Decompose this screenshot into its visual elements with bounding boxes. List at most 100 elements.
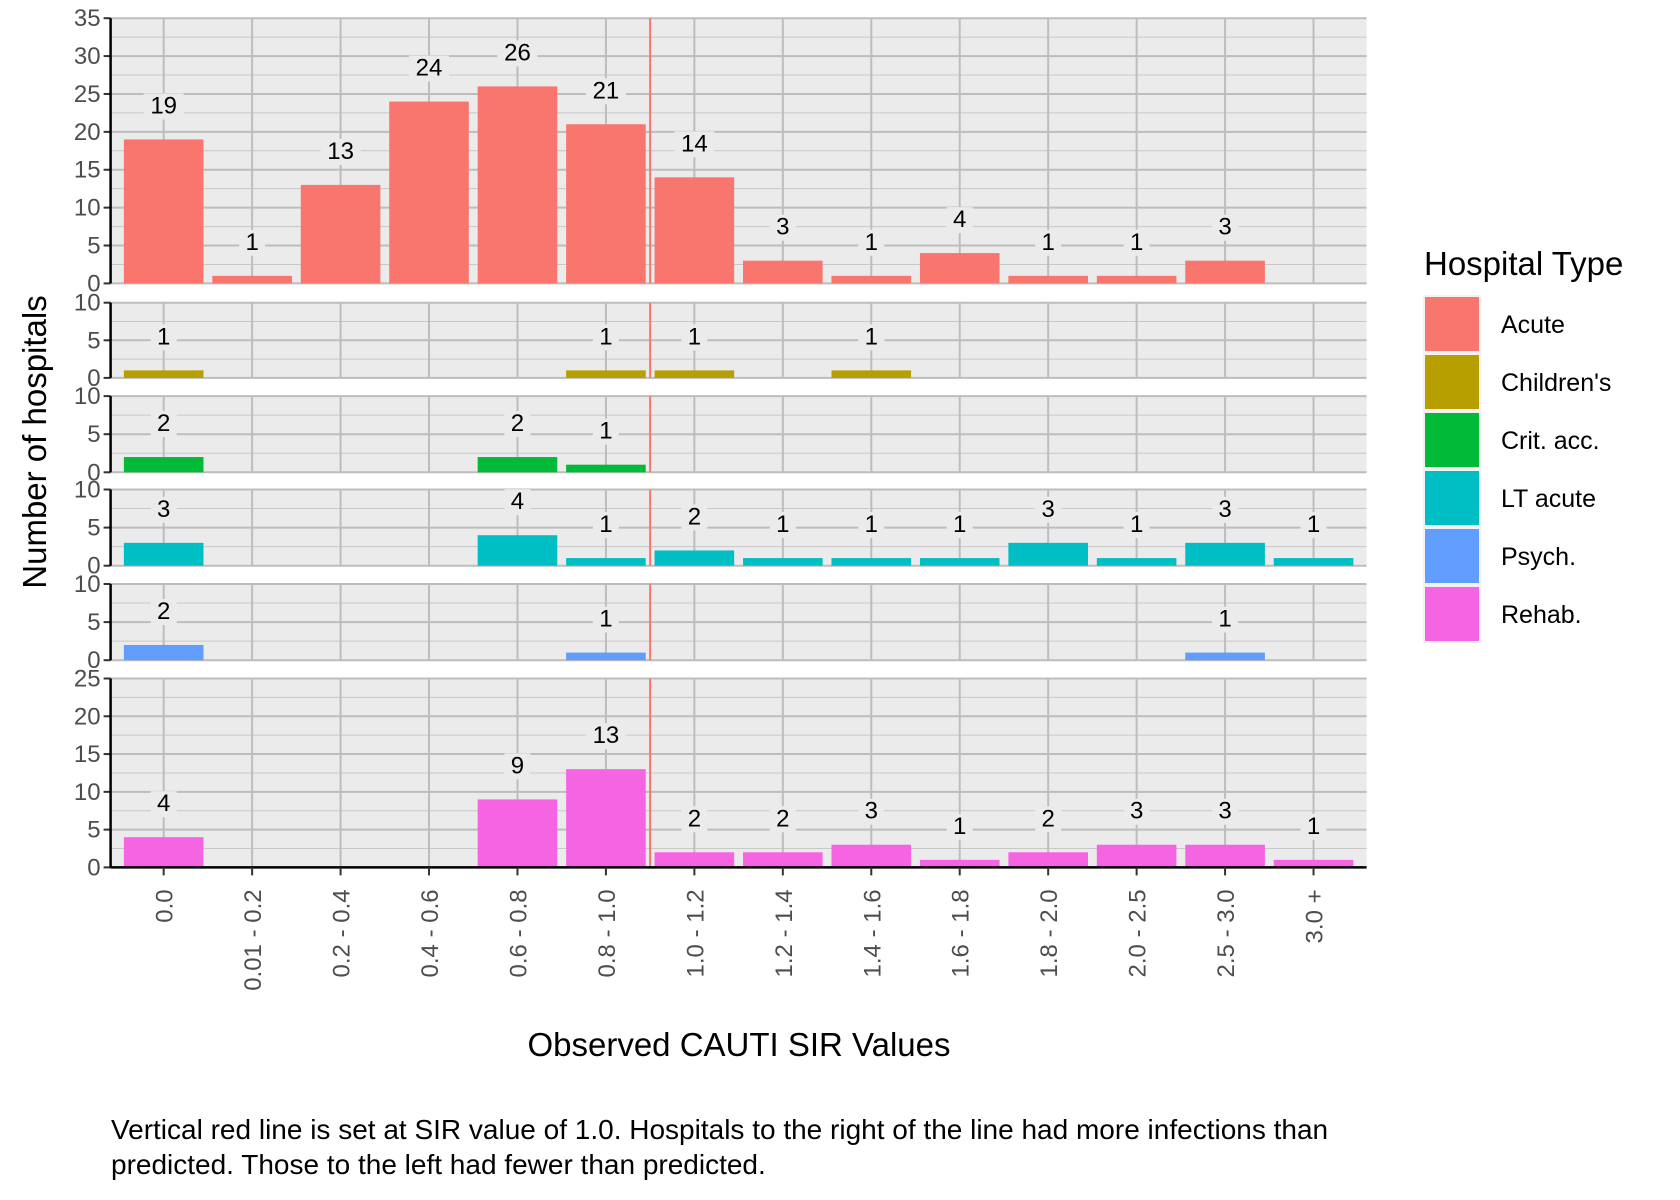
x-axis-title: Observed CAUTI SIR Values [527, 1026, 950, 1063]
data-label: 3 [1041, 496, 1054, 523]
data-label-bg [1212, 606, 1239, 633]
legend-item: Acute [1423, 295, 1565, 353]
facet-panel-lt-acute: 0 5 10 3 4 1 2 1 1 1 3 1 3 1 [74, 477, 1367, 580]
y-tick-label: 0 [87, 647, 100, 674]
data-label-bg [504, 411, 531, 438]
y-tick-label: 5 [87, 233, 100, 260]
legend-label: Psych. [1501, 543, 1576, 571]
data-label: 1 [1307, 813, 1320, 840]
data-label-bg [1035, 496, 1062, 523]
data-label: 1 [157, 323, 170, 350]
data-label-bg [674, 131, 715, 158]
data-label-bg [504, 489, 531, 516]
data-label-bg [858, 798, 885, 825]
data-label-bg [681, 806, 708, 833]
legend-label: LT acute [1501, 485, 1596, 513]
data-label: 24 [416, 55, 443, 82]
bar [123, 370, 204, 378]
data-label: 1 [953, 813, 966, 840]
data-label-bg [1212, 214, 1239, 241]
bar [566, 652, 646, 661]
data-label-bg [769, 806, 796, 833]
data-label: 3 [1218, 496, 1231, 523]
data-label: 2 [157, 410, 170, 437]
bar [831, 275, 912, 284]
legend-swatch [1425, 587, 1479, 641]
data-label: 21 [593, 77, 620, 104]
legend-item: Psych. [1423, 527, 1576, 585]
data-label: 2 [688, 805, 701, 832]
bar [1008, 852, 1088, 868]
legend-label: Children's [1501, 369, 1611, 397]
data-label-bg [769, 214, 796, 241]
data-label: 19 [150, 92, 177, 119]
bar [831, 558, 912, 566]
bar [477, 799, 558, 868]
bar [1273, 859, 1354, 868]
legend-item: LT acute [1423, 469, 1596, 527]
y-tick-label: 25 [74, 666, 101, 693]
y-tick-label: 30 [74, 43, 101, 70]
data-label: 9 [511, 752, 524, 779]
y-tick-label: 25 [74, 81, 101, 108]
facet-panel-crit-acc: 0 5 10 2 2 1 [74, 383, 1367, 486]
legend-swatch [1425, 471, 1479, 525]
legend-swatch [1425, 355, 1479, 409]
bar [1185, 652, 1265, 661]
data-label-bg [769, 512, 796, 539]
facet-panel-children-s: 0 5 10 1 1 1 1 [74, 290, 1367, 392]
bar [123, 644, 204, 661]
y-tick-label: 20 [74, 703, 101, 730]
bar [566, 464, 646, 473]
bar [123, 837, 204, 868]
data-label: 4 [953, 206, 966, 233]
data-label: 3 [1218, 214, 1231, 241]
data-label-bg [1123, 229, 1150, 256]
bar [1096, 275, 1177, 284]
x-tick-label: 3.0 + [1302, 889, 1329, 943]
x-tick-label: 0.4 - 0.6 [417, 889, 444, 977]
data-label-bg [681, 324, 708, 351]
x-tick-label: 0.6 - 0.8 [505, 889, 532, 977]
legend-swatch [1425, 529, 1479, 583]
bar [919, 558, 1000, 566]
data-label: 1 [599, 606, 612, 633]
x-tick-label: 1.8 - 2.0 [1036, 889, 1063, 977]
legend-label: Crit. acc. [1501, 427, 1600, 455]
data-label: 1 [245, 229, 258, 256]
data-label-bg [585, 723, 626, 750]
bar [1185, 542, 1265, 566]
y-tick-label: 10 [74, 779, 101, 806]
bar [1096, 844, 1177, 868]
y-tick-label: 10 [74, 195, 101, 222]
data-label: 3 [1130, 798, 1143, 825]
y-tick-label: 10 [74, 383, 101, 410]
data-label-bg [585, 78, 626, 105]
data-label: 3 [157, 496, 170, 523]
bar [566, 370, 646, 378]
data-label: 1 [1041, 229, 1054, 256]
bar [831, 844, 912, 868]
data-label-bg [1300, 813, 1327, 840]
x-axis: 0.0 0.01 - 0.2 0.2 - 0.4 0.4 - 0.6 0.6 - 0.8… [110, 866, 1367, 991]
legend-label: Acute [1501, 311, 1565, 339]
data-label: 1 [1218, 606, 1231, 633]
y-tick-label: 0 [87, 365, 100, 392]
facet-panel-rehab: 0 5 10 15 20 25 4 9 13 2 2 3 1 2 3 3 1 [74, 666, 1367, 881]
bar [654, 550, 735, 566]
x-tick-label: 1.2 - 1.4 [771, 889, 798, 977]
data-label: 1 [599, 511, 612, 538]
data-label: 3 [776, 214, 789, 241]
x-tick-label: 2.5 - 3.0 [1213, 889, 1240, 977]
bar [566, 558, 646, 566]
data-label-bg [946, 512, 973, 539]
x-tick-label: 1.0 - 1.2 [682, 889, 709, 977]
y-tick-label: 0 [87, 459, 100, 486]
data-label: 2 [511, 410, 524, 437]
y-tick-label: 15 [74, 157, 101, 184]
data-label: 2 [1041, 805, 1054, 832]
y-tick-label: 15 [74, 741, 101, 768]
y-tick-label: 10 [74, 290, 101, 317]
